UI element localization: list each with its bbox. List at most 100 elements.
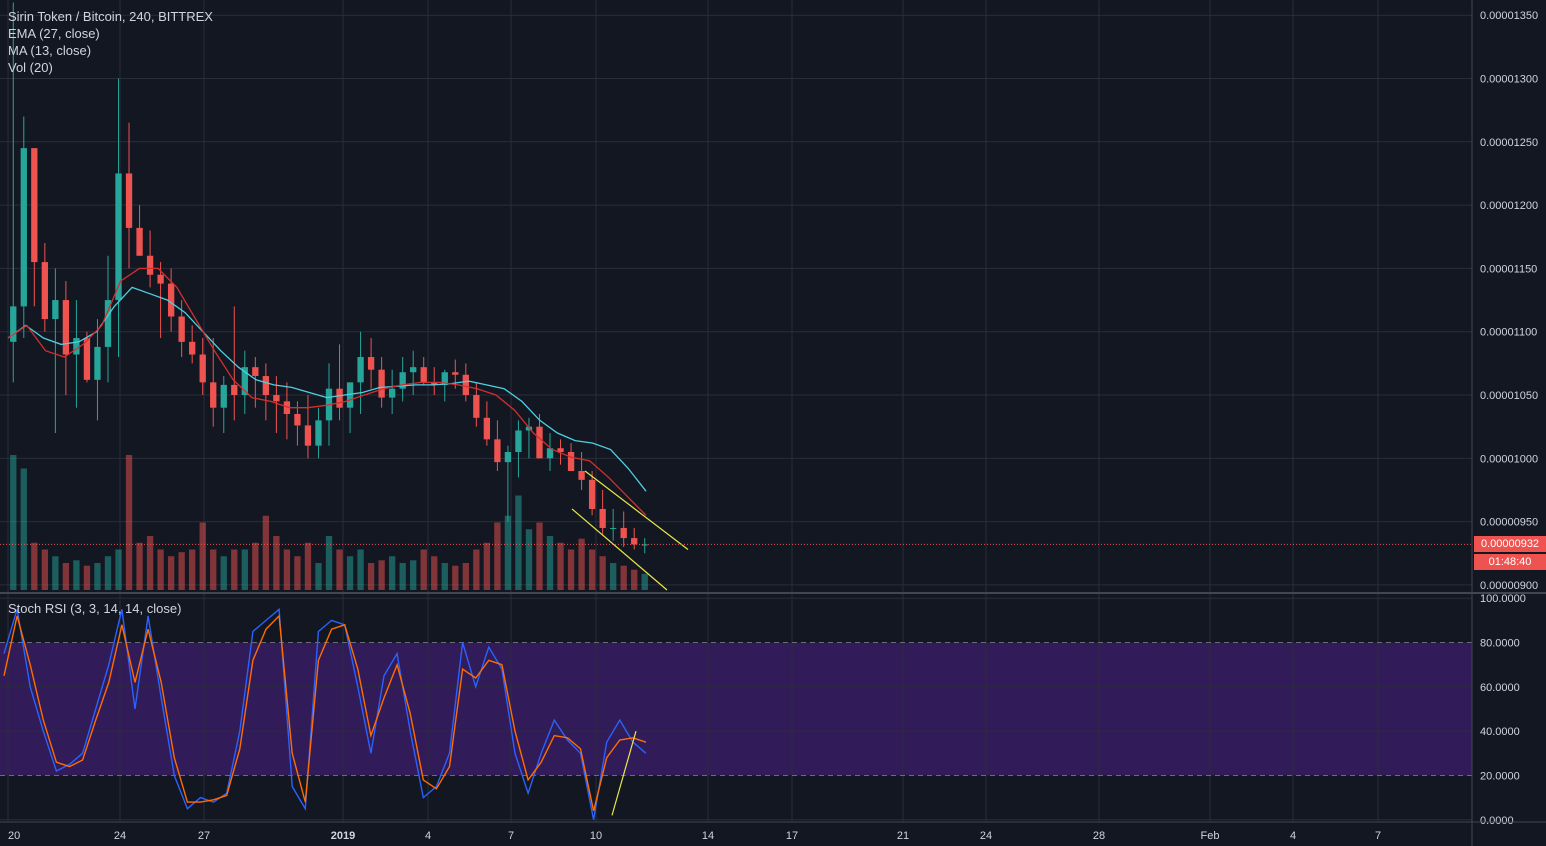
candle-body — [125, 173, 133, 228]
candle-body — [20, 148, 27, 307]
candle-body — [52, 300, 59, 320]
candle-body — [104, 300, 112, 347]
volume-bar — [483, 542, 491, 590]
stoch-rsi-band — [0, 642, 1472, 776]
candle-body — [620, 527, 627, 539]
candle-body — [536, 426, 543, 459]
candle-body — [420, 367, 427, 383]
candle-body — [315, 420, 322, 446]
stoch-rsi-axis-label: 0.0000 — [1480, 815, 1514, 827]
time-axis-label: 4 — [425, 830, 431, 842]
price-axis-label: 0.00001000 — [1480, 453, 1538, 465]
price-axis-label: 0.00001300 — [1480, 73, 1538, 85]
volume-bar — [178, 552, 185, 590]
candle-body — [283, 401, 291, 415]
price-axis-label: 0.00000950 — [1480, 517, 1538, 529]
last-price-tag: 0.00000932 — [1474, 536, 1546, 552]
volume-bar — [94, 563, 101, 590]
candle-body — [641, 544, 648, 546]
volume-bar — [462, 563, 469, 590]
volume-bar — [525, 529, 533, 590]
volume-bar — [431, 556, 438, 590]
volume-bar — [52, 556, 59, 590]
candle-body — [199, 354, 206, 383]
price-axis-label: 0.00000900 — [1480, 580, 1538, 592]
volume-bar — [557, 542, 564, 590]
volume-bar — [10, 455, 17, 590]
time-axis-label: 4 — [1290, 830, 1296, 842]
volume-bar — [273, 536, 280, 590]
volume-bar — [578, 538, 585, 590]
volume-bar — [378, 560, 385, 590]
volume-bar — [367, 563, 375, 590]
ema-line — [7, 286, 647, 492]
candle-body — [336, 388, 343, 408]
volume-bar — [410, 560, 417, 590]
volume-bar — [631, 569, 638, 590]
candle-body — [588, 479, 596, 509]
candle-body — [252, 367, 259, 377]
volume-bar — [41, 549, 48, 590]
candle-body — [73, 338, 80, 355]
volume-bar — [62, 563, 70, 590]
time-axis-label: 21 — [897, 830, 909, 842]
candle-body — [220, 384, 227, 408]
candle-body — [494, 439, 501, 463]
stoch-rsi-axis-label: 100.0000 — [1480, 593, 1526, 605]
volume-bar — [146, 536, 154, 590]
volume-bar — [494, 522, 501, 590]
volume-bar — [252, 542, 259, 590]
stoch-rsi-line-d — [3, 614, 647, 812]
volume-bar — [473, 549, 480, 590]
candle-body — [567, 451, 575, 471]
volume-bar — [357, 549, 364, 590]
candle-body — [357, 357, 364, 383]
candle-body — [610, 527, 617, 529]
candle-body — [41, 262, 48, 320]
candle-body — [210, 382, 217, 408]
volume-bar — [83, 565, 91, 590]
time-axis-label: 27 — [198, 830, 210, 842]
candle-body — [504, 451, 512, 463]
volume-bar — [315, 563, 322, 590]
candle-body — [557, 448, 564, 452]
volume-bar — [73, 560, 80, 590]
candle-body — [62, 300, 70, 355]
volume-bar — [420, 549, 427, 590]
candle-body — [83, 338, 91, 380]
volume-bar — [599, 556, 606, 590]
volume-bar — [641, 573, 648, 590]
stoch-rsi-axis-label: 80.0000 — [1480, 638, 1520, 650]
price-axis-label: 0.00001250 — [1480, 137, 1538, 149]
volume-bar — [167, 556, 175, 590]
candle-body — [31, 148, 38, 263]
candle-body — [115, 173, 122, 301]
price-axis-label: 0.00001050 — [1480, 390, 1538, 402]
volume-bar — [20, 468, 27, 590]
volume-bar — [546, 536, 554, 590]
volume-bar — [115, 549, 122, 590]
candle-body — [167, 283, 175, 317]
time-axis-label: Feb — [1201, 830, 1220, 842]
candle-body — [346, 382, 354, 408]
volume-bar — [231, 549, 238, 590]
ma-line — [7, 267, 647, 516]
time-axis-label: 20 — [8, 830, 20, 842]
time-axis-label: 14 — [702, 830, 714, 842]
time-axis-label: 10 — [590, 830, 602, 842]
volume-bar — [388, 556, 396, 590]
volume-bar — [189, 549, 196, 590]
candle-body — [146, 255, 154, 275]
candle-body — [273, 395, 280, 402]
candle-body — [262, 376, 270, 396]
candle-body — [189, 341, 196, 355]
candle-body — [599, 508, 606, 528]
countdown-tag: 01:48:40 — [1474, 554, 1546, 570]
volume-bar — [294, 556, 301, 590]
candle-body — [631, 538, 638, 545]
volume-bar — [220, 556, 227, 590]
candle-body — [10, 306, 17, 342]
volume-bar — [336, 549, 343, 590]
volume-bar — [536, 522, 543, 590]
